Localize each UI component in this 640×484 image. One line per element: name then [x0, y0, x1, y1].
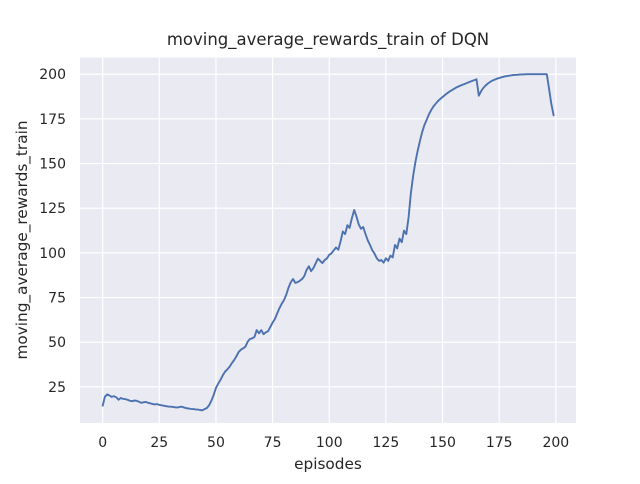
- x-tick-label: 0: [98, 435, 107, 451]
- chart-title: moving_average_rewards_train of DQN: [167, 30, 489, 50]
- x-tick-label: 175: [486, 435, 513, 451]
- y-axis-tick-labels: 25 50 75 100 125 150 175 200: [39, 67, 66, 396]
- y-tick-label: 150: [39, 157, 66, 173]
- x-tick-label: 50: [207, 435, 225, 451]
- x-axis-label: episodes: [294, 455, 362, 473]
- x-axis-tick-labels: 0 25 50 75 100 125 150 175 200: [98, 435, 569, 451]
- y-tick-label: 100: [39, 246, 66, 262]
- x-tick-label: 125: [373, 435, 400, 451]
- x-tick-label: 100: [316, 435, 343, 451]
- x-tick-label: 200: [542, 435, 569, 451]
- y-tick-label: 125: [39, 201, 66, 217]
- x-tick-label: 75: [264, 435, 282, 451]
- y-tick-label: 50: [48, 335, 66, 351]
- grid-lines: [80, 57, 576, 423]
- y-tick-label: 200: [39, 67, 66, 83]
- x-tick-label: 25: [150, 435, 168, 451]
- x-tick-label: 150: [429, 435, 456, 451]
- y-tick-label: 25: [48, 380, 66, 396]
- reward-line-series: [101, 73, 555, 412]
- y-axis-label: moving_average_rewards_train: [13, 120, 32, 359]
- y-tick-label: 175: [39, 112, 66, 128]
- plot-area: [80, 57, 576, 423]
- y-tick-label: 75: [48, 291, 66, 307]
